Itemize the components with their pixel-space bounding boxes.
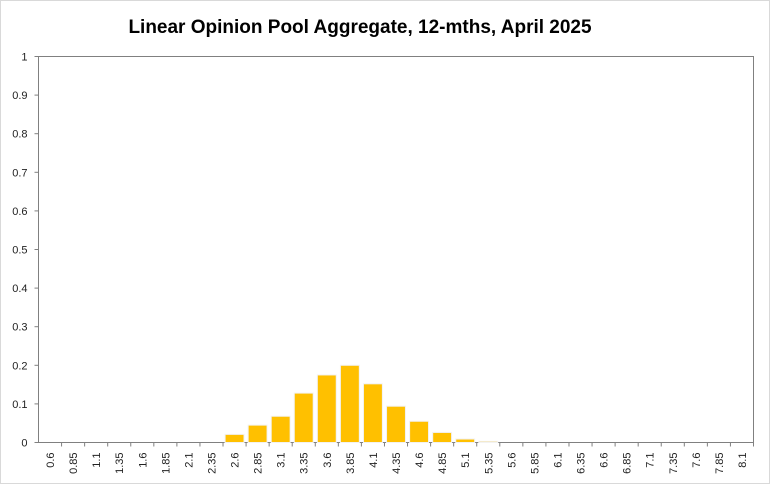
x-tick-label: 1.35	[114, 453, 126, 474]
x-tick-label: 7.1	[645, 453, 657, 468]
x-tick-label: 0.85	[68, 453, 80, 474]
x-tick-label: 2.35	[206, 453, 218, 474]
x-tick-label: 6.6	[599, 453, 611, 468]
x-tick-label: 2.6	[230, 453, 242, 468]
y-tick-label: 0.4	[12, 283, 27, 295]
bar	[386, 405, 406, 444]
x-tick-label: 0.6	[45, 453, 57, 468]
x-tick-label: 6.35	[576, 453, 588, 474]
x-tick-label: 2.1	[183, 453, 195, 468]
y-tick-label: 1	[21, 52, 27, 64]
x-tick-label: 7.6	[691, 453, 703, 468]
x-tick-label: 5.6	[506, 453, 518, 468]
x-tick-label: 4.6	[414, 453, 426, 468]
bar-series	[224, 364, 499, 444]
x-tick-label: 3.85	[345, 453, 357, 474]
y-tick-label: 0.9	[12, 90, 27, 102]
x-tick-label: 4.85	[437, 453, 449, 474]
x-tick-label: 4.35	[391, 453, 403, 474]
y-tick-label: 0.6	[12, 206, 27, 218]
y-axis: 0 0.1 0.2 0.3 0.4 0.5 0.6 0.7 0.8 0.9 1	[12, 52, 39, 450]
x-tick-label: 1.1	[91, 453, 103, 468]
x-tick-label: 7.35	[668, 453, 680, 474]
bar	[409, 420, 430, 443]
x-axis: 0.6 0.85 1.1 1.35 1.6 1.85 2.1 2.35 2.6 2.85 3.1 3.…	[45, 442, 754, 474]
bar	[432, 431, 453, 443]
bar	[339, 364, 360, 443]
y-tick-label: 0.8	[12, 129, 27, 141]
y-tick-label: 0	[21, 438, 27, 450]
bar	[455, 438, 476, 444]
x-tick-label: 2.85	[253, 453, 265, 474]
x-tick-label: 1.85	[160, 453, 172, 474]
x-tick-label: 3.6	[322, 453, 334, 468]
x-tick-label: 6.1	[552, 453, 564, 468]
bar	[224, 433, 245, 444]
y-tick-label: 0.5	[12, 245, 27, 257]
x-tick-label: 5.85	[529, 453, 541, 474]
x-tick-label: 5.35	[483, 453, 495, 474]
x-tick-label: 7.85	[714, 453, 726, 474]
x-tick-label: 1.6	[137, 453, 149, 468]
x-tick-label: 3.1	[276, 453, 288, 468]
y-tick-label: 0.2	[12, 360, 27, 372]
bar	[293, 392, 314, 444]
y-tick-label: 0.1	[12, 399, 27, 411]
chart-title: Linear Opinion Pool Aggregate, 12-mths, …	[128, 17, 592, 38]
bar	[478, 440, 499, 444]
bar	[362, 383, 383, 444]
x-tick-label: 6.85	[622, 453, 634, 474]
x-tick-label: 3.35	[299, 453, 311, 474]
bar	[247, 424, 268, 444]
x-tick-label: 5.1	[460, 453, 472, 468]
bar	[316, 374, 337, 444]
y-tick-label: 0.3	[12, 322, 27, 334]
plot-area	[38, 56, 754, 443]
bar	[270, 415, 291, 444]
x-tick-label: 8.1	[737, 453, 749, 468]
x-tick-label: 4.1	[368, 453, 380, 468]
y-tick-label: 0.7	[12, 167, 27, 179]
